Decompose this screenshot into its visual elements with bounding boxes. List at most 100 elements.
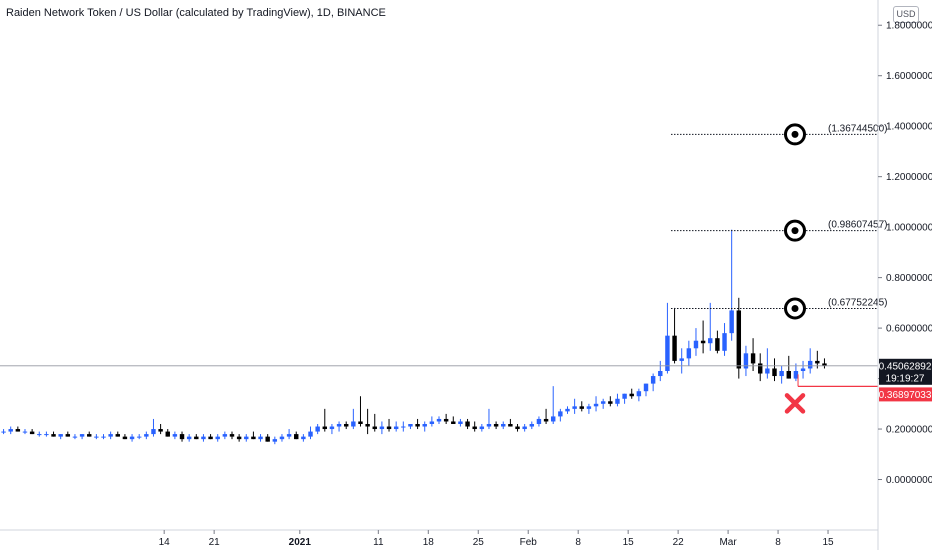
- candle-body: [122, 436, 128, 440]
- candle: [501, 421, 506, 430]
- candle-body: [94, 436, 99, 438]
- time-tick-label: 18: [423, 537, 435, 548]
- candle-body: [129, 436, 135, 440]
- candle-body: [600, 401, 606, 404]
- candle-body: [643, 383, 649, 392]
- stop-price-bg: [879, 387, 932, 402]
- currency-selector[interactable]: USD: [893, 6, 919, 23]
- candle: [408, 424, 413, 430]
- candle-body: [236, 436, 242, 440]
- candle: [643, 383, 649, 397]
- chart-title: Raiden Network Token / US Dollar (calcul…: [6, 7, 386, 19]
- candle-body: [144, 434, 149, 437]
- candle: [194, 434, 199, 440]
- bullseye-dot: [791, 305, 799, 313]
- candle: [779, 365, 784, 384]
- candle-body: [786, 371, 791, 379]
- candle-body: [436, 418, 442, 422]
- candle: [443, 413, 449, 424]
- candle: [265, 434, 270, 442]
- candle: [472, 421, 477, 432]
- candle: [550, 386, 556, 424]
- candle: [151, 418, 156, 437]
- candle-body: [722, 333, 727, 351]
- candle: [101, 434, 106, 440]
- candle-body: [158, 429, 163, 432]
- candle-body: [800, 368, 806, 371]
- candle: [94, 434, 99, 440]
- candle-body: [779, 371, 784, 377]
- time-tick-label: 14: [159, 537, 171, 548]
- candle: [258, 434, 263, 442]
- candle: [22, 429, 28, 435]
- candle-body: [550, 416, 556, 422]
- candle: [136, 434, 142, 440]
- candle: [658, 360, 663, 382]
- candle: [329, 424, 335, 435]
- candle: [87, 431, 92, 437]
- candle-body: [408, 424, 413, 427]
- candle-body: [679, 358, 684, 361]
- candle-body: [758, 363, 763, 374]
- time-tick-label: 2021: [289, 537, 312, 548]
- candle-body: [458, 421, 463, 424]
- candle: [29, 429, 35, 435]
- candle: [451, 416, 456, 424]
- candle-body: [186, 436, 192, 440]
- candle: [493, 421, 499, 430]
- candle: [729, 229, 734, 341]
- time-tick-label: 25: [473, 537, 485, 548]
- time-tick-label: 22: [673, 537, 685, 548]
- candle-body: [736, 310, 742, 369]
- time-axis[interactable]: 14 21 2021 11 18 25 Feb 8 15 22 Mar 8 15: [159, 530, 834, 548]
- candle-body: [22, 431, 28, 433]
- candle-body: [765, 368, 770, 374]
- candle-body: [308, 431, 313, 437]
- candle: [558, 408, 563, 422]
- candle-body: [579, 406, 584, 409]
- candle-body: [294, 434, 299, 440]
- candle: [37, 431, 42, 437]
- candle: [465, 418, 470, 430]
- candle-body: [372, 426, 377, 430]
- candle: [529, 421, 535, 430]
- candle-body: [708, 338, 713, 344]
- candle-body: [636, 391, 642, 397]
- candle-body: [422, 424, 427, 427]
- candle: [600, 398, 606, 409]
- candle-body: [8, 429, 13, 432]
- candle-body: [565, 408, 570, 412]
- candle-body: [615, 398, 620, 404]
- candle-body: [58, 434, 63, 437]
- candle-body: [650, 376, 656, 384]
- candle: [222, 431, 228, 440]
- candle-body: [201, 436, 206, 440]
- candle-body: [586, 406, 592, 409]
- target-label: (1.36744500): [828, 123, 888, 134]
- candle-body: [351, 421, 356, 427]
- candle: [686, 340, 692, 366]
- candle: [793, 363, 799, 382]
- cross-stroke: [784, 393, 806, 414]
- candle: [322, 408, 328, 432]
- candle-body: [815, 360, 820, 364]
- candle: [693, 328, 699, 356]
- candle-body: [700, 340, 706, 344]
- countdown-value: 19:19:27: [886, 373, 925, 384]
- candle: [144, 431, 149, 440]
- candle-body: [1, 431, 6, 433]
- candle-body: [593, 403, 599, 407]
- candle: [186, 434, 192, 442]
- candle: [586, 403, 592, 414]
- time-tick-label: 11: [373, 537, 384, 548]
- candle: [129, 434, 135, 442]
- candle: [229, 431, 235, 440]
- candle: [358, 396, 363, 427]
- candle: [65, 431, 71, 437]
- candle: [343, 421, 349, 430]
